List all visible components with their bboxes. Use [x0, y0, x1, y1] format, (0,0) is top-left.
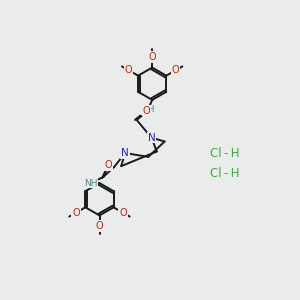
Text: O: O: [105, 160, 112, 170]
Text: O: O: [119, 208, 127, 218]
Text: O: O: [96, 221, 103, 231]
Text: O: O: [148, 52, 156, 62]
Text: NH: NH: [84, 178, 98, 188]
Text: Cl - H: Cl - H: [210, 167, 240, 180]
Text: O: O: [172, 65, 179, 75]
Text: O: O: [72, 208, 80, 218]
Text: O: O: [125, 65, 133, 75]
Text: N: N: [148, 133, 155, 142]
Text: NH: NH: [141, 105, 154, 114]
Text: O: O: [143, 106, 151, 116]
Text: N: N: [121, 148, 129, 158]
Text: Cl - H: Cl - H: [210, 146, 240, 160]
